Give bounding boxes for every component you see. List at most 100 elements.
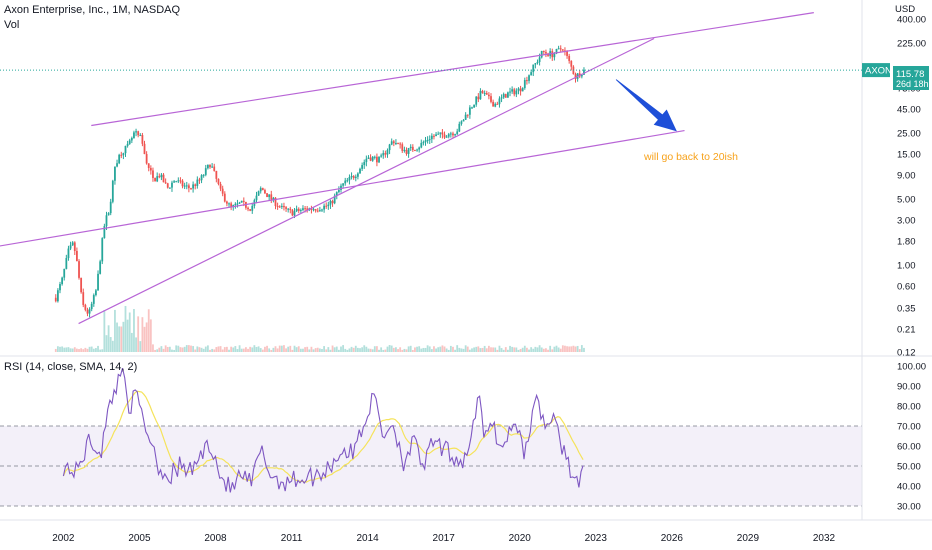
volume-bar — [517, 349, 520, 352]
candle-body — [500, 97, 503, 99]
volume-bar — [97, 345, 99, 352]
candle-body — [424, 140, 427, 143]
volume-bar — [270, 349, 273, 352]
volume-bar — [312, 349, 315, 352]
volume-bar — [204, 346, 207, 352]
candle-body — [101, 238, 104, 262]
volume-label[interactable]: Vol — [4, 19, 20, 31]
volume-bar — [496, 349, 499, 352]
trendline-lower[interactable] — [0, 129, 685, 250]
rsi-line — [62, 367, 584, 493]
volume-bar — [409, 345, 412, 352]
candle-body — [59, 284, 61, 291]
candle-body — [540, 50, 543, 58]
volume-bar — [299, 348, 302, 352]
candle-body — [147, 163, 150, 168]
volume-bar — [215, 347, 218, 352]
volume-bar — [367, 348, 370, 352]
candle-body — [517, 88, 520, 91]
candle-body — [511, 89, 514, 92]
price-tick-label: 9.00 — [897, 170, 916, 181]
volume-bar — [576, 345, 579, 352]
volume-bar — [344, 348, 347, 352]
volume-bar — [464, 345, 467, 352]
volume-bar — [447, 349, 450, 352]
candle-body — [236, 203, 239, 205]
volume-bar — [487, 345, 490, 352]
volume-bar — [433, 346, 435, 352]
candle-body — [228, 203, 230, 205]
volume-bar — [280, 345, 283, 352]
volume-bar — [268, 348, 271, 352]
volume-bar — [422, 347, 425, 352]
rsi-label[interactable]: RSI (14, close, SMA, 14, 2) — [4, 361, 138, 373]
trendline-upper[interactable] — [91, 12, 814, 127]
volume-bar — [564, 345, 566, 352]
candle-body — [337, 189, 340, 193]
candle-body — [139, 135, 142, 137]
volume-bar — [479, 348, 482, 352]
volume-bar — [173, 349, 175, 352]
forecast-arrow-shape[interactable] — [615, 79, 677, 132]
volume-bar — [259, 348, 262, 352]
volume-bar — [274, 346, 277, 352]
rsi-lines — [62, 367, 584, 493]
volume-bar — [492, 347, 495, 352]
volume-bar — [443, 346, 446, 352]
volume-bar — [519, 348, 522, 352]
volume-bar — [380, 347, 383, 352]
volume-bar — [511, 346, 514, 352]
volume-bar — [126, 319, 129, 352]
currency-label: USD — [895, 4, 915, 15]
candle-body — [255, 195, 258, 201]
candle-body — [420, 142, 423, 148]
candle-body — [390, 141, 393, 145]
candle-body — [583, 69, 585, 75]
candle-body — [485, 93, 488, 95]
candle-body — [401, 144, 404, 151]
volume-bar — [223, 347, 226, 352]
rsi-tick-label: 100.00 — [897, 362, 926, 373]
volume-bar — [63, 347, 66, 352]
volume-bar — [194, 349, 197, 352]
candle-body — [92, 295, 95, 304]
volume-bar — [426, 345, 429, 352]
volume-bar — [580, 345, 583, 352]
volume-bar — [168, 346, 171, 352]
candle-body — [206, 164, 209, 169]
candle-body — [559, 48, 562, 50]
volume-bar — [118, 326, 121, 352]
candle-body — [69, 245, 72, 249]
volume-bar — [553, 346, 556, 352]
volume-bar — [566, 346, 568, 352]
forecast-arrow[interactable] — [615, 79, 677, 132]
trendline-support[interactable] — [78, 37, 655, 325]
candle-body — [65, 258, 68, 269]
volume-bar — [494, 347, 497, 352]
price-badge-bg — [893, 66, 929, 90]
time-tick-label: 2023 — [585, 533, 608, 544]
volume-bar — [371, 349, 374, 352]
forecast-annotation[interactable]: will go back to 20ish — [643, 151, 738, 163]
candle-body — [521, 88, 524, 92]
candle-body — [299, 209, 302, 211]
trendlines[interactable] — [0, 12, 814, 325]
candle-body — [280, 205, 283, 207]
volume-bar — [54, 348, 57, 352]
volume-bar — [513, 347, 516, 352]
chart-title[interactable]: Axon Enterprise, Inc., 1M, NASDAQ — [4, 4, 181, 16]
candle-body — [483, 93, 486, 95]
volume-bar — [293, 345, 296, 352]
candle-body — [234, 203, 237, 205]
candle-body — [475, 96, 478, 105]
candle-body — [196, 179, 199, 186]
time-axis-labels: 2002 2005 2008 2011 2014 2017 2020 2023 2026 2029… — [52, 533, 835, 544]
candle-body — [441, 132, 444, 135]
volume-bar — [179, 347, 182, 352]
volume-bar — [202, 348, 205, 352]
candle-body — [293, 211, 296, 216]
candle-body — [168, 187, 171, 189]
candle-body — [325, 205, 328, 207]
volume-bar — [162, 348, 165, 352]
